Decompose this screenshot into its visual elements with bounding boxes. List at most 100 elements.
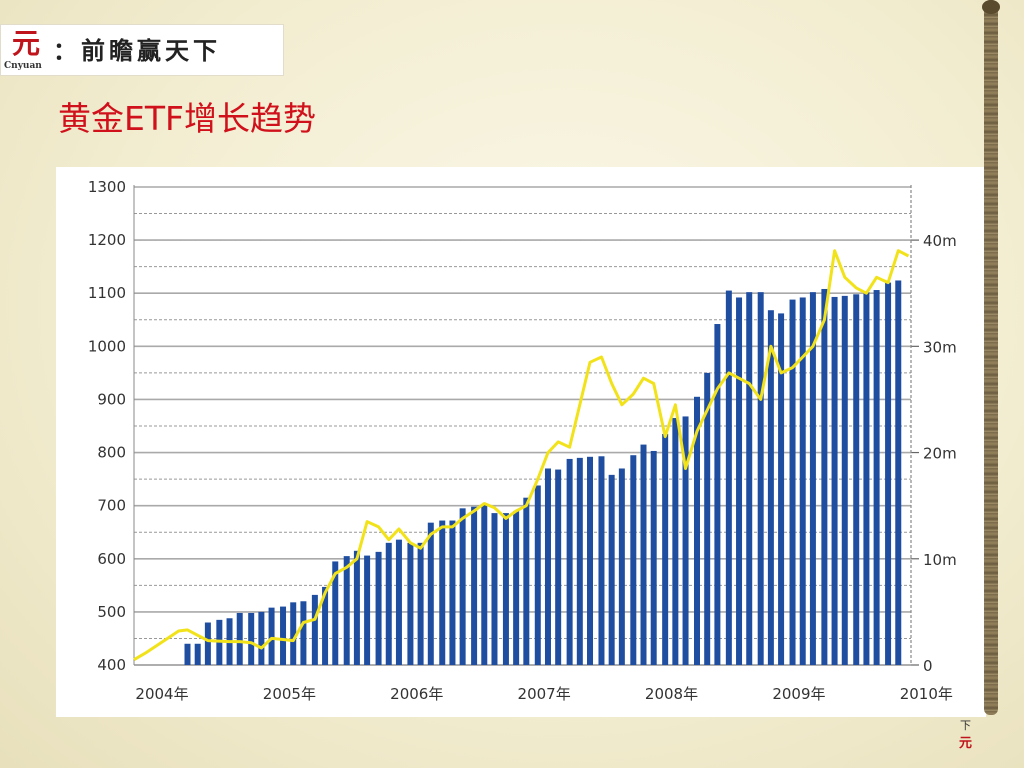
bar: [491, 513, 498, 665]
y-tick-label: 800: [97, 444, 126, 462]
bar: [427, 522, 434, 665]
bar: [587, 456, 594, 665]
y-tick-label: 600: [97, 550, 126, 568]
bar: [841, 295, 848, 665]
y2-tick-label: 30m: [923, 338, 957, 356]
y-tick-label: 1200: [88, 231, 126, 249]
bar: [662, 433, 669, 665]
bar: [332, 561, 339, 665]
x-tick-label: 2007年: [518, 685, 571, 703]
bar: [767, 310, 774, 665]
bar: [449, 520, 456, 665]
bar: [502, 513, 509, 665]
bar: [746, 292, 753, 665]
bar: [280, 606, 287, 665]
bar: [831, 296, 838, 665]
bar: [322, 586, 329, 665]
bar: [395, 539, 402, 665]
y-tick-label: 1300: [88, 178, 126, 196]
logo-mark: 元: [11, 27, 40, 60]
x-tick-label: 2004年: [135, 685, 188, 703]
bar: [895, 280, 902, 665]
bar: [694, 396, 701, 665]
bar: [853, 294, 860, 665]
bar: [544, 468, 551, 665]
bar: [481, 504, 488, 665]
bar: [650, 450, 657, 665]
bar: [311, 594, 318, 665]
bar: [523, 497, 530, 665]
x-tick-label: 2008年: [645, 685, 698, 703]
bar: [566, 458, 573, 665]
bar: [555, 469, 562, 665]
y-tick-label: 900: [97, 390, 126, 408]
y2-tick-label: 10m: [923, 551, 957, 569]
bar: [598, 456, 605, 665]
bar: [343, 556, 350, 665]
bar: [821, 288, 828, 665]
bar: [375, 551, 382, 665]
bar: [714, 324, 721, 665]
bar: [640, 444, 647, 665]
x-tick-label: 2010年: [900, 685, 953, 703]
bar: [194, 643, 201, 665]
bar: [248, 612, 255, 665]
bar: [385, 542, 392, 665]
bar: [471, 506, 478, 665]
slide-title: 黄金ETF增长趋势: [58, 99, 316, 138]
bar: [258, 611, 265, 665]
bar: [576, 457, 583, 665]
bar: [290, 602, 297, 665]
y2-tick-label: 0: [923, 657, 933, 675]
y2-tick-label: 20m: [923, 445, 957, 463]
bar: [407, 542, 414, 665]
bar: [757, 292, 764, 665]
bar: [885, 282, 892, 665]
bar: [799, 297, 806, 665]
bar: [364, 555, 371, 665]
logo-subtitle: Cnyuan: [4, 61, 42, 71]
bar: [630, 455, 637, 665]
bar: [672, 418, 679, 665]
decorative-rope: [984, 0, 998, 715]
y-tick-label: 400: [97, 656, 126, 674]
gold-etf-chart: 1300 1200 1100 1000 900 800 700 600 500 400 40m 30m…: [88, 178, 957, 703]
y-tick-label: 700: [97, 497, 126, 515]
rope-knot: [982, 0, 1000, 14]
bar: [704, 372, 711, 665]
x-tick-label: 2005年: [263, 685, 316, 703]
y-tick-label: 500: [97, 603, 126, 621]
bar: [873, 290, 880, 665]
bar: [204, 622, 211, 665]
bar: [268, 607, 275, 665]
x-tick-label: 2006年: [390, 685, 443, 703]
bar: [300, 601, 307, 665]
bar: [184, 643, 191, 665]
y2-tick-label: 40m: [923, 232, 957, 250]
bar: [809, 292, 816, 665]
bar: [682, 416, 689, 665]
bar: [534, 485, 541, 665]
bar: [353, 550, 360, 665]
bar: [736, 297, 743, 665]
logo-slogan: ：前瞻赢天下: [53, 36, 221, 65]
y-tick-label: 1100: [88, 284, 126, 302]
y-tick-label: 1000: [88, 337, 126, 355]
small-logo-icon: 元: [959, 736, 973, 751]
bar: [778, 313, 785, 665]
bar: [236, 612, 243, 665]
bar: [417, 542, 424, 665]
bar: [513, 510, 520, 665]
bar: [439, 520, 446, 665]
bar: [863, 292, 870, 665]
brand-logo: 元 Cnyuan ：前瞻赢天下: [0, 24, 284, 76]
next-slide-button[interactable]: 下: [960, 719, 971, 732]
bar: [789, 299, 796, 665]
holdings-line: [133, 249, 910, 661]
bar: [608, 474, 615, 665]
bar: [618, 468, 625, 665]
chart-panel: 1300 1200 1100 1000 900 800 700 600 500 400 40m 30m…: [56, 167, 986, 717]
bar: [459, 508, 466, 665]
x-tick-label: 2009年: [772, 685, 825, 703]
bar: [725, 290, 732, 665]
